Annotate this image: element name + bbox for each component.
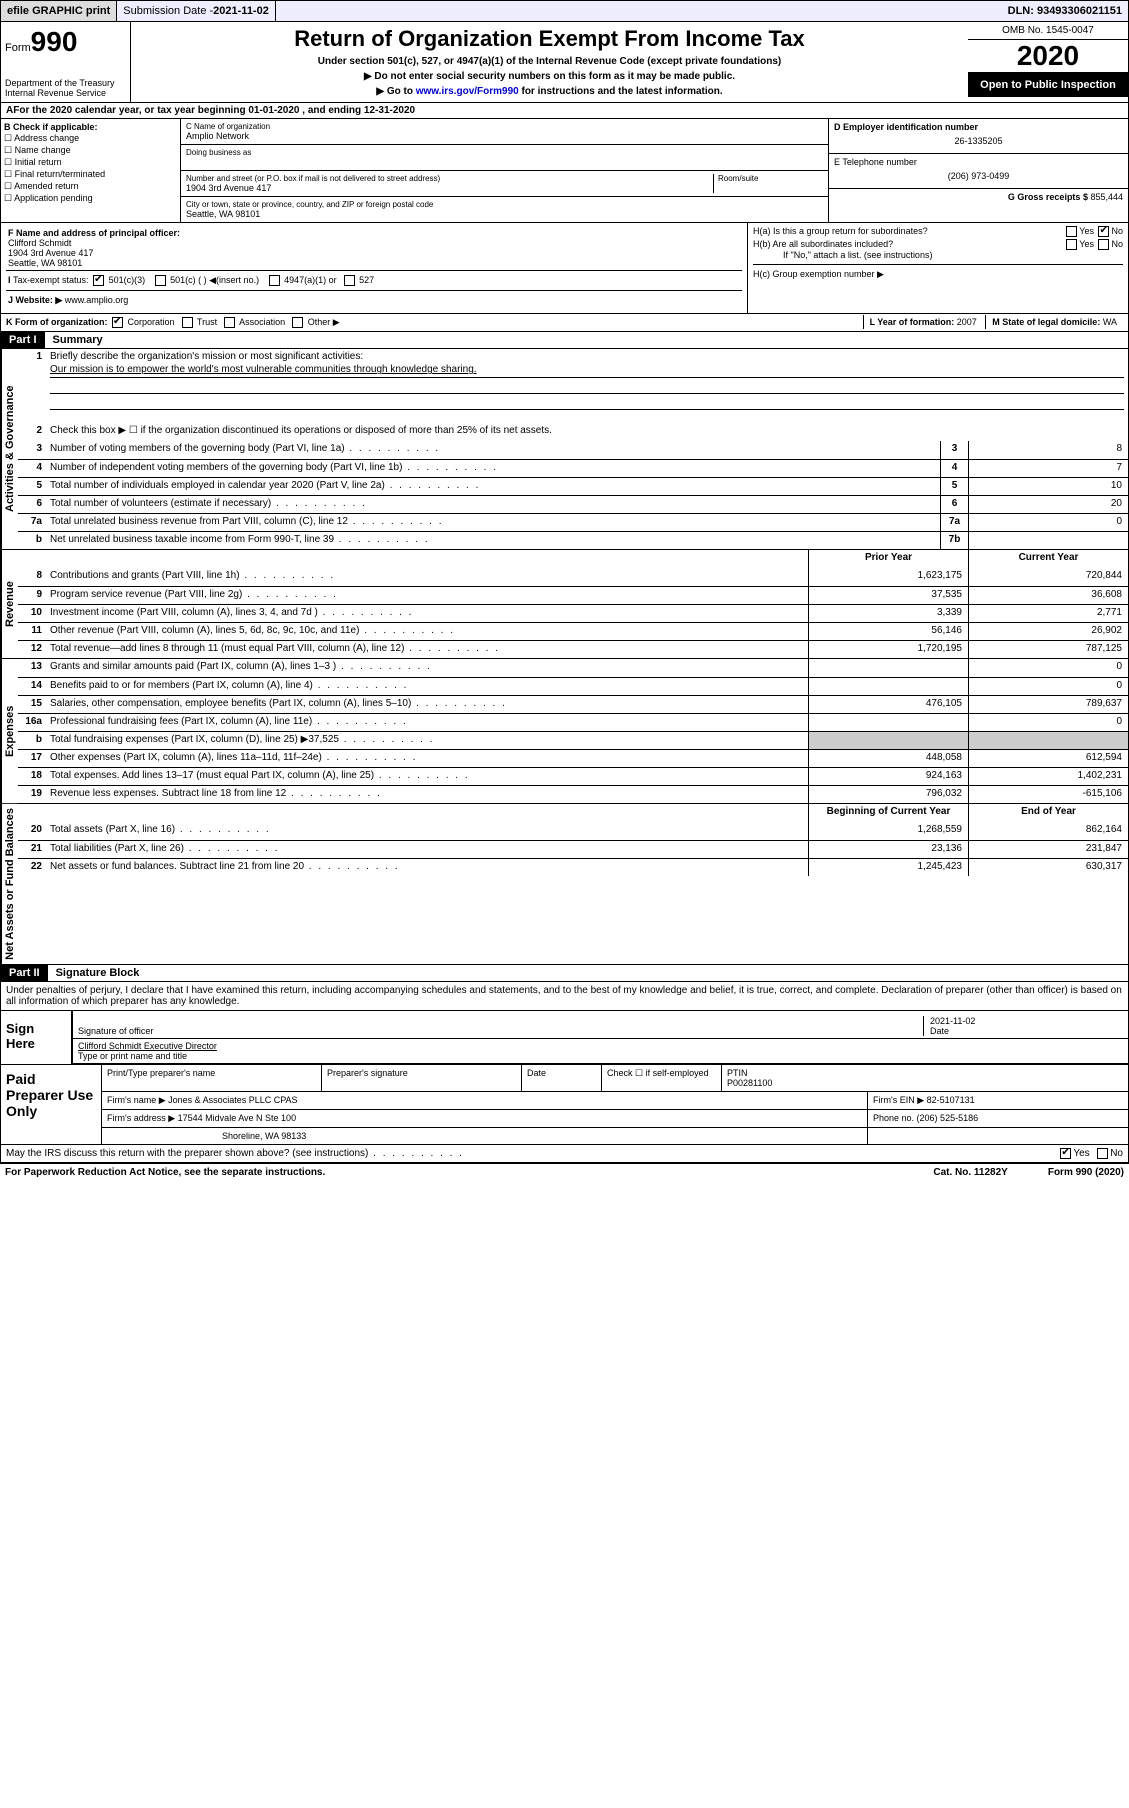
summary-row: 11Other revenue (Part VIII, column (A), … — [18, 622, 1128, 640]
vtab-revenue: Revenue — [1, 550, 18, 658]
chk-amended-return[interactable]: ☐ Amended return — [4, 181, 177, 192]
form-container: Form990 Department of the Treasury Inter… — [0, 22, 1129, 1163]
form-title: Return of Organization Exempt From Incom… — [139, 26, 960, 52]
form-number: Form990 — [5, 26, 126, 58]
summary-row: 17Other expenses (Part IX, column (A), l… — [18, 749, 1128, 767]
instructions-link[interactable]: www.irs.gov/Form990 — [416, 86, 519, 97]
summary-row: 15Salaries, other compensation, employee… — [18, 695, 1128, 713]
part1-header: Part I Summary — [1, 331, 1128, 348]
website: www.amplio.org — [65, 295, 129, 305]
state-domicile: WA — [1103, 317, 1117, 327]
chk-527[interactable] — [344, 275, 355, 286]
subtitle-3: Go to www.irs.gov/Form990 for instructio… — [139, 86, 960, 97]
officer-name-title: Clifford Schmidt Executive Director — [78, 1041, 1123, 1051]
row-f-h: F Name and address of principal officer:… — [1, 222, 1128, 313]
section-expenses: Expenses 13Grants and similar amounts pa… — [1, 658, 1128, 803]
chk-corp[interactable] — [112, 317, 123, 328]
ha-yes[interactable] — [1066, 226, 1077, 237]
top-toolbar: efile GRAPHIC print Submission Date - 20… — [0, 0, 1129, 22]
chk-final-return[interactable]: ☐ Final return/terminated — [4, 169, 177, 180]
summary-row: 13Grants and similar amounts paid (Part … — [18, 659, 1128, 677]
phone: (206) 973-0499 — [834, 167, 1123, 185]
chk-name-change[interactable]: ☐ Name change — [4, 145, 177, 156]
submission-date: Submission Date - 2021-11-02 — [117, 1, 276, 21]
year-formation: 2007 — [957, 317, 977, 327]
col-c-org-info: C Name of organizationAmplio Network Doi… — [181, 119, 828, 222]
firm-phone: (206) 525-5186 — [917, 1113, 979, 1123]
mission-text: Our mission is to empower the world's mo… — [50, 362, 1124, 378]
gross-receipts: 855,444 — [1090, 192, 1123, 202]
row-k-l-m: K Form of organization: Corporation Trus… — [1, 313, 1128, 331]
section-a-f: B Check if applicable: ☐ Address change … — [1, 118, 1128, 222]
summary-row: bTotal fundraising expenses (Part IX, co… — [18, 731, 1128, 749]
summary-row: 19Revenue less expenses. Subtract line 1… — [18, 785, 1128, 803]
ein: 26-1335205 — [834, 132, 1123, 150]
chk-501c[interactable] — [155, 275, 166, 286]
dept-treasury: Department of the Treasury Internal Reve… — [5, 78, 126, 98]
org-address: 1904 3rd Avenue 417 — [186, 183, 713, 193]
dln: DLN: 93493306021151 — [1002, 2, 1128, 20]
perjury-declaration: Under penalties of perjury, I declare th… — [1, 981, 1128, 1010]
form-header: Form990 Department of the Treasury Inter… — [1, 22, 1128, 102]
summary-row: 8Contributions and grants (Part VIII, li… — [18, 568, 1128, 586]
summary-row: 10Investment income (Part VIII, column (… — [18, 604, 1128, 622]
summary-row: 16aProfessional fundraising fees (Part I… — [18, 713, 1128, 731]
vtab-governance: Activities & Governance — [1, 349, 18, 549]
officer-name: Clifford Schmidt — [8, 238, 71, 248]
section-netassets: Net Assets or Fund Balances Beginning of… — [1, 803, 1128, 964]
summary-row: 22Net assets or fund balances. Subtract … — [18, 858, 1128, 876]
discuss-yes[interactable] — [1060, 1148, 1071, 1159]
chk-address-change[interactable]: ☐ Address change — [4, 133, 177, 144]
subtitle-2: Do not enter social security numbers on … — [139, 71, 960, 82]
page-footer: For Paperwork Reduction Act Notice, see … — [0, 1163, 1129, 1181]
org-city: Seattle, WA 98101 — [186, 209, 823, 219]
open-inspection: Open to Public Inspection — [968, 73, 1128, 97]
summary-row: 21Total liabilities (Part X, line 26)23,… — [18, 840, 1128, 858]
subtitle-1: Under section 501(c), 527, or 4947(a)(1)… — [139, 56, 960, 67]
org-name: Amplio Network — [186, 131, 823, 141]
summary-row: 20Total assets (Part X, line 16)1,268,55… — [18, 822, 1128, 840]
sign-here: Sign Here Signature of officer 2021-11-0… — [1, 1010, 1128, 1064]
summary-row: 14Benefits paid to or for members (Part … — [18, 677, 1128, 695]
summary-row: 4Number of independent voting members of… — [18, 459, 1128, 477]
firm-ein: 82-5107131 — [927, 1095, 975, 1105]
ptin: P00281100 — [727, 1078, 772, 1088]
chk-4947[interactable] — [269, 275, 280, 286]
discuss-row: May the IRS discuss this return with the… — [1, 1144, 1128, 1162]
part2-header: Part II Signature Block — [1, 964, 1128, 981]
summary-row: 18Total expenses. Add lines 13–17 (must … — [18, 767, 1128, 785]
vtab-netassets: Net Assets or Fund Balances — [1, 804, 18, 964]
summary-row: 12Total revenue—add lines 8 through 11 (… — [18, 640, 1128, 658]
hb-no[interactable] — [1098, 239, 1109, 250]
vtab-expenses: Expenses — [1, 659, 18, 803]
chk-trust[interactable] — [182, 317, 193, 328]
col-b-checkboxes: B Check if applicable: ☐ Address change … — [1, 119, 181, 222]
chk-other[interactable] — [292, 317, 303, 328]
summary-row: 3Number of voting members of the governi… — [18, 441, 1128, 459]
summary-row: 9Program service revenue (Part VIII, lin… — [18, 586, 1128, 604]
paid-preparer: Paid Preparer Use Only Print/Type prepar… — [1, 1064, 1128, 1144]
chk-501c3[interactable] — [93, 275, 104, 286]
summary-row: 5Total number of individuals employed in… — [18, 477, 1128, 495]
discuss-no[interactable] — [1097, 1148, 1108, 1159]
section-revenue: Revenue Prior YearCurrent Year 8Contribu… — [1, 549, 1128, 658]
firm-name: Jones & Associates PLLC CPAS — [168, 1095, 297, 1105]
summary-row: bNet unrelated business taxable income f… — [18, 531, 1128, 549]
sign-date: 2021-11-02 — [930, 1016, 975, 1026]
omb-number: OMB No. 1545-0047 — [968, 22, 1128, 40]
summary-row: 6Total number of volunteers (estimate if… — [18, 495, 1128, 513]
chk-initial-return[interactable]: ☐ Initial return — [4, 157, 177, 168]
tax-year: 2020 — [968, 40, 1128, 73]
section-governance: Activities & Governance 1 Briefly descri… — [1, 348, 1128, 549]
firm-address: 17544 Midvale Ave N Ste 100 — [178, 1113, 296, 1123]
col-d-e-g: D Employer identification number26-13352… — [828, 119, 1128, 222]
summary-row: 7aTotal unrelated business revenue from … — [18, 513, 1128, 531]
efile-print-button[interactable]: efile GRAPHIC print — [1, 1, 117, 21]
line-a: A For the 2020 calendar year, or tax yea… — [1, 102, 1128, 118]
chk-application-pending[interactable]: ☐ Application pending — [4, 193, 177, 204]
hb-yes[interactable] — [1066, 239, 1077, 250]
chk-assoc[interactable] — [224, 317, 235, 328]
ha-no[interactable] — [1098, 226, 1109, 237]
